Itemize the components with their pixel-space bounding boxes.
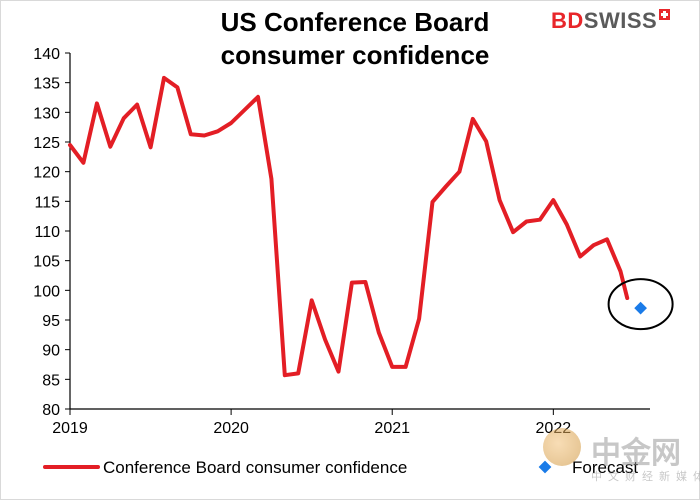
y-tick-label: 115 [34,194,60,211]
y-tick-label: 95 [42,313,60,330]
y-tick-label: 130 [33,105,60,122]
chart-title-line-2: consumer confidence [220,40,490,70]
brand-part-1: BD [551,8,584,33]
legend-label-forecast: Forecast [572,458,638,477]
series-line-confidence [68,75,630,378]
x-tick-label: 2019 [52,420,88,437]
watermark-subtext: 中文财经新媒体 [591,470,700,483]
y-tick-label: 110 [34,224,60,241]
forecast-highlight-ellipse [607,278,674,331]
y-tick-label: 90 [42,343,60,360]
y-tick-label: 105 [33,254,60,271]
y-tick-label: 85 [42,372,60,389]
x-tick-label: 2020 [213,420,249,437]
y-tick-label: 100 [33,283,60,300]
x-tick-label: 2021 [374,420,410,437]
swiss-flag-icon [659,9,671,20]
chart-title-line-1: US Conference Board [220,7,490,37]
y-tick-label: 120 [33,165,60,182]
bdswiss-logo: BDSWISS [551,8,671,34]
forecast-point [634,301,647,315]
y-tick-label: 125 [33,135,60,152]
y-tick-label: 140 [33,46,60,63]
chart-title: US Conference Board consumer confidence [150,6,560,72]
brand-part-2: SWISS [583,8,658,33]
y-tick-label: 80 [42,402,60,419]
y-tick-label: 135 [33,76,60,93]
watermark-text: 中金网 [591,436,681,471]
legend-swatch-forecast [538,460,552,474]
legend-label-confidence: Conference Board consumer confidence [103,458,407,477]
watermark-logo-icon [543,428,581,466]
